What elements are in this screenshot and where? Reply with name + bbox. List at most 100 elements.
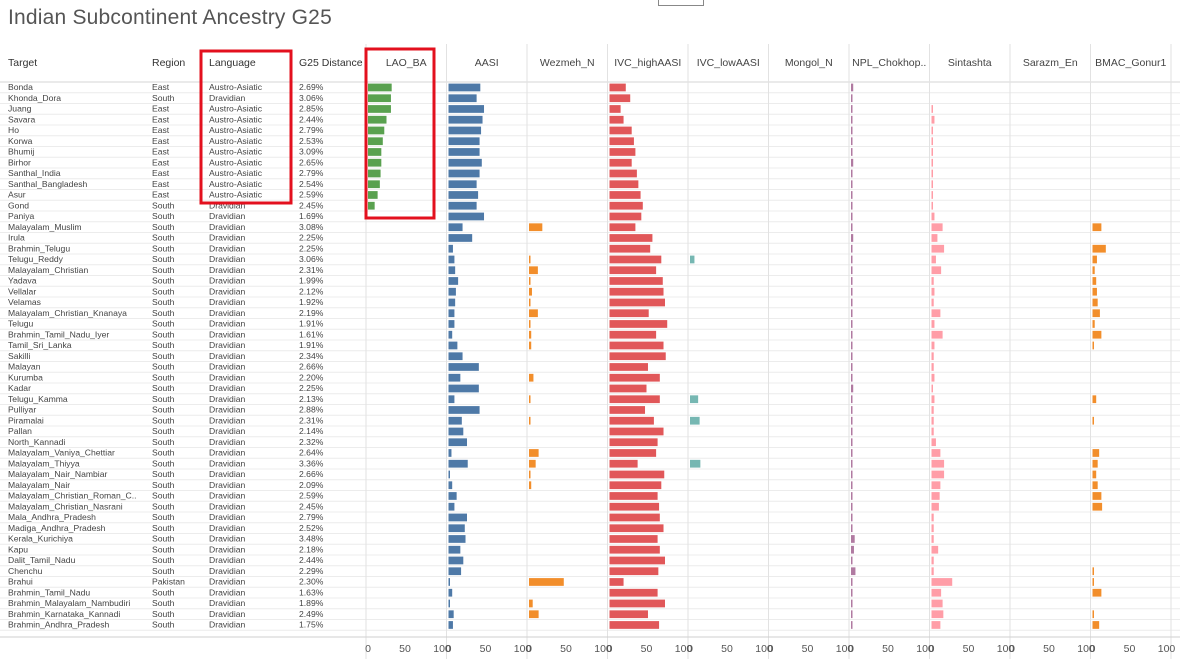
bar-sintashta[interactable]: [931, 266, 942, 275]
bar-sintashta[interactable]: [931, 287, 935, 296]
bar-sintashta[interactable]: [931, 373, 935, 382]
bar-npl-chokhop[interactable]: [851, 255, 853, 264]
bar-npl-chokhop[interactable]: [851, 384, 854, 393]
bar-aasi[interactable]: [448, 545, 461, 554]
bar-ivc-low-aasi[interactable]: [690, 395, 699, 404]
bar-npl-chokhop[interactable]: [851, 287, 853, 296]
bar-lao-ba[interactable]: [368, 191, 378, 199]
bar-wezmeh-n[interactable]: [529, 459, 536, 468]
bar-wezmeh-n[interactable]: [529, 309, 538, 318]
bar-sintashta[interactable]: [931, 621, 941, 629]
bar-sintashta[interactable]: [931, 126, 934, 135]
bar-ivc-high-aasi[interactable]: [609, 255, 662, 264]
bar-aasi[interactable]: [448, 158, 482, 167]
bar-sintashta[interactable]: [931, 191, 934, 199]
bar-aasi[interactable]: [448, 201, 477, 210]
bar-bmac-gonur1[interactable]: [1092, 449, 1100, 457]
bar-aasi[interactable]: [448, 309, 455, 318]
bar-ivc-high-aasi[interactable]: [609, 330, 657, 339]
series-header-lao-ba[interactable]: LAO_BA: [386, 57, 427, 69]
bar-npl-chokhop[interactable]: [851, 621, 853, 629]
bar-aasi[interactable]: [448, 148, 480, 156]
bar-wezmeh-n[interactable]: [529, 449, 539, 457]
bar-npl-chokhop[interactable]: [851, 277, 853, 285]
bar-npl-chokhop[interactable]: [851, 524, 853, 533]
bar-bmac-gonur1[interactable]: [1092, 492, 1102, 500]
bar-sintashta[interactable]: [931, 223, 943, 232]
bar-npl-chokhop[interactable]: [851, 373, 853, 382]
bar-ivc-high-aasi[interactable]: [609, 266, 657, 275]
bar-aasi[interactable]: [448, 169, 480, 178]
bar-npl-chokhop[interactable]: [851, 427, 853, 436]
bar-ivc-high-aasi[interactable]: [609, 169, 637, 178]
bar-aasi[interactable]: [448, 105, 485, 113]
series-header-wezmeh-n[interactable]: Wezmeh_N: [540, 57, 595, 69]
bar-bmac-gonur1[interactable]: [1092, 309, 1100, 318]
bar-npl-chokhop[interactable]: [851, 266, 853, 275]
bar-npl-chokhop[interactable]: [851, 588, 853, 597]
bar-sintashta[interactable]: [931, 363, 934, 371]
bar-lao-ba[interactable]: [368, 169, 381, 178]
bar-sintashta[interactable]: [931, 556, 934, 565]
bar-wezmeh-n[interactable]: [529, 395, 531, 404]
bar-sintashta[interactable]: [931, 406, 934, 414]
bar-aasi[interactable]: [448, 502, 455, 511]
bar-npl-chokhop[interactable]: [851, 459, 853, 468]
bar-bmac-gonur1[interactable]: [1092, 395, 1097, 404]
bar-lao-ba[interactable]: [368, 126, 385, 135]
bar-aasi[interactable]: [448, 373, 461, 382]
bar-wezmeh-n[interactable]: [529, 610, 539, 619]
bar-sintashta[interactable]: [931, 545, 939, 554]
bar-ivc-high-aasi[interactable]: [609, 524, 664, 533]
bar-npl-chokhop[interactable]: [851, 126, 853, 135]
bar-aasi[interactable]: [448, 578, 451, 586]
bar-ivc-high-aasi[interactable]: [609, 126, 632, 135]
bar-wezmeh-n[interactable]: [529, 470, 531, 479]
bar-npl-chokhop[interactable]: [851, 158, 854, 167]
bar-aasi[interactable]: [448, 610, 454, 619]
bar-sintashta[interactable]: [931, 309, 941, 318]
bar-npl-chokhop[interactable]: [851, 148, 853, 156]
bar-lao-ba[interactable]: [368, 201, 375, 210]
bar-sintashta[interactable]: [931, 502, 939, 511]
bar-npl-chokhop[interactable]: [851, 492, 853, 500]
bar-npl-chokhop[interactable]: [851, 352, 853, 361]
bar-lao-ba[interactable]: [368, 180, 380, 189]
bar-ivc-high-aasi[interactable]: [609, 492, 658, 500]
bar-npl-chokhop[interactable]: [851, 115, 853, 124]
bar-ivc-high-aasi[interactable]: [609, 578, 624, 586]
bar-sintashta[interactable]: [931, 298, 934, 307]
bar-sintashta[interactable]: [931, 395, 935, 404]
bar-ivc-high-aasi[interactable]: [609, 416, 654, 425]
bar-wezmeh-n[interactable]: [529, 578, 564, 586]
bar-npl-chokhop[interactable]: [851, 470, 853, 479]
series-header-npl-chokhop[interactable]: NPL_Chokhop..: [852, 57, 926, 69]
bar-lao-ba[interactable]: [368, 94, 391, 103]
bar-aasi[interactable]: [448, 330, 453, 339]
bar-ivc-high-aasi[interactable]: [609, 201, 643, 210]
bar-ivc-high-aasi[interactable]: [609, 470, 665, 479]
bar-aasi[interactable]: [448, 255, 455, 264]
bar-sintashta[interactable]: [931, 438, 936, 447]
bar-npl-chokhop[interactable]: [851, 395, 853, 404]
bar-sintashta[interactable]: [931, 599, 943, 608]
bar-ivc-high-aasi[interactable]: [609, 234, 653, 242]
bar-npl-chokhop[interactable]: [851, 599, 853, 608]
bar-aasi[interactable]: [448, 266, 456, 275]
bar-npl-chokhop[interactable]: [851, 545, 854, 554]
bar-ivc-high-aasi[interactable]: [609, 158, 632, 167]
series-header-ivc-high-aasi[interactable]: IVC_highAASI: [614, 57, 681, 69]
bar-npl-chokhop[interactable]: [851, 180, 853, 189]
bar-ivc-high-aasi[interactable]: [609, 148, 636, 156]
bar-wezmeh-n[interactable]: [529, 320, 531, 328]
bar-ivc-high-aasi[interactable]: [609, 309, 649, 318]
bar-sintashta[interactable]: [931, 277, 934, 285]
bar-aasi[interactable]: [448, 115, 483, 124]
bar-ivc-high-aasi[interactable]: [609, 610, 648, 619]
bar-bmac-gonur1[interactable]: [1092, 341, 1095, 350]
bar-sintashta[interactable]: [931, 470, 945, 479]
bar-wezmeh-n[interactable]: [529, 416, 531, 425]
bar-ivc-high-aasi[interactable]: [609, 599, 666, 608]
bar-ivc-low-aasi[interactable]: [690, 416, 700, 425]
bar-npl-chokhop[interactable]: [851, 244, 853, 253]
